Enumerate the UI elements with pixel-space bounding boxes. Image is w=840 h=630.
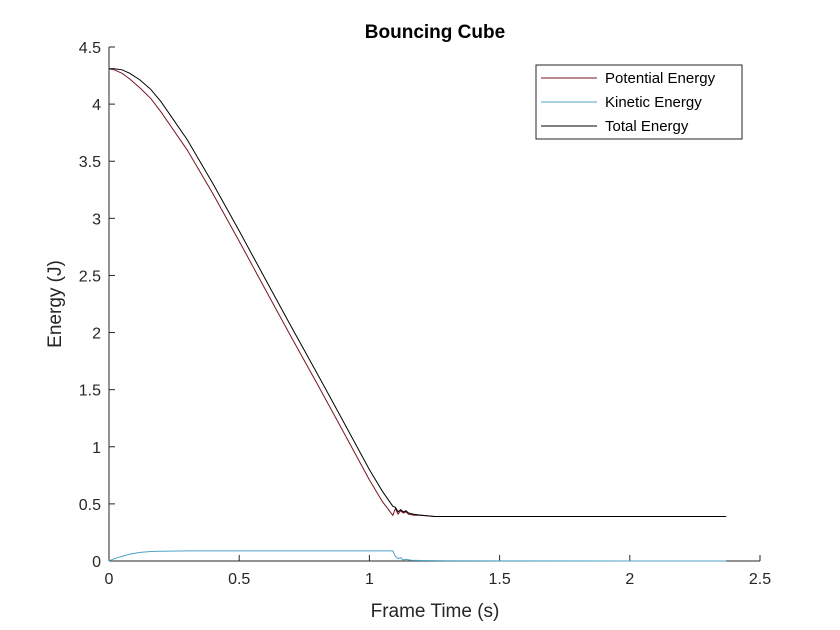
x-tick-label: 0.5	[228, 571, 250, 588]
y-tick-label: 3	[92, 211, 101, 228]
y-tick-label: 0.5	[79, 497, 101, 514]
x-axis-label: Frame Time (s)	[371, 601, 500, 622]
x-tick-label: 2.5	[749, 571, 771, 588]
legend-label-total-energy: Total Energy	[605, 118, 689, 135]
x-ticks: 0 0.5 1 1.5 2 2.5	[105, 555, 771, 588]
y-tick-label: 3.5	[79, 154, 101, 171]
x-tick-label: 2	[625, 571, 634, 588]
legend-label-kinetic-energy: Kinetic Energy	[605, 94, 702, 111]
y-tick-label: 2	[92, 326, 101, 343]
legend: Potential Energy Kinetic Energy Total Ener…	[535, 64, 743, 140]
x-tick-label: 1.5	[488, 571, 510, 588]
series-line-total-energy	[109, 68, 727, 517]
y-tick-label: 1	[92, 440, 101, 457]
y-tick-label: 4	[92, 97, 101, 114]
series-line-kinetic-energy	[108, 550, 727, 562]
y-ticks: 0 0.5 1 1.5 2 2.5 3 3.5 4 4.5	[79, 40, 115, 571]
y-tick-label: 4.5	[79, 40, 101, 57]
y-tick-label: 1.5	[79, 383, 101, 400]
x-tick-label: 1	[365, 571, 374, 588]
y-tick-label: 2.5	[79, 268, 101, 285]
x-tick-label: 0	[105, 571, 114, 588]
series-lines	[108, 68, 727, 562]
y-axis-label: Energy (J)	[45, 260, 66, 348]
y-tick-label: 0	[92, 554, 101, 571]
chart-title: Bouncing Cube	[365, 22, 505, 43]
legend-label-potential-energy: Potential Energy	[605, 70, 716, 87]
plot-area: 0 0.5 1 1.5 2 2.5 0 0.5 1 1.5 2 2.5 3 3.5 4 4.5	[79, 40, 771, 588]
